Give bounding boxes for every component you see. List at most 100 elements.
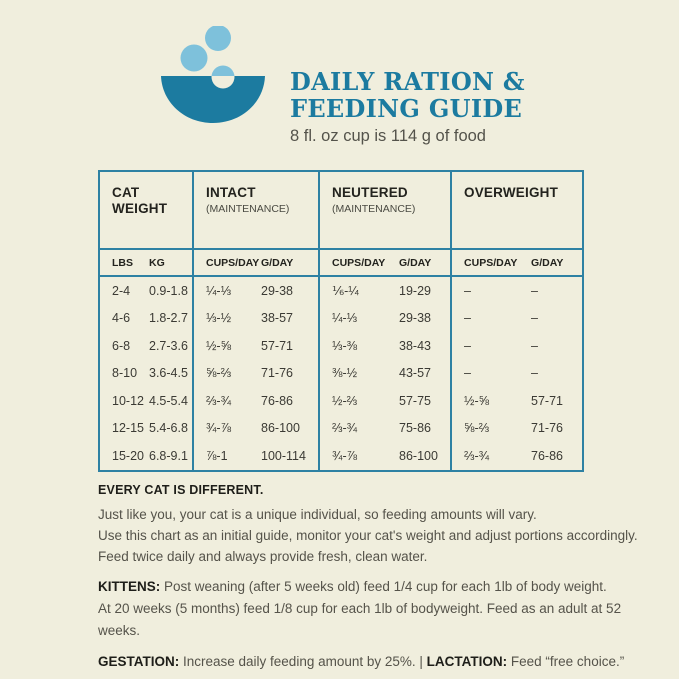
table-cell: 76-86 [261,393,293,408]
col-header-overweight-cups: CUPS/DAY [450,249,532,277]
table-cell: – [531,311,538,326]
table-cell: 12-15 [112,421,144,436]
table-cell: 8-10 [112,366,138,381]
table-cell: ½-⅔ [318,387,400,415]
table-row: 10-12 4.5-5.4 ⅔-¾ 76-86 ½-⅔ 57-75 ½-⅝ 57… [99,387,583,415]
col-header-neutered-grams: G/DAY [399,249,452,277]
table-cell: ¼-⅓ [192,276,261,305]
table-cell: 86-100 [261,421,300,436]
table-cell: – [450,359,532,387]
table-row: 8-10 3.6-4.5 ⅝-⅔ 71-76 ⅜-½ 43-57 – – [99,359,583,387]
table-cell: ½-⅝ [192,332,261,360]
gestation-text: Increase daily feeding amount by 25%. [179,654,420,669]
table-cell: – [450,304,532,332]
feeding-notes: EVERY CAT IS DIFFERENT. Just like you, y… [98,480,664,679]
table-cell: 71-76 [261,366,293,381]
table-cell: ⅙-¼ [318,276,400,305]
table-group-header-row: CAT WEIGHT INTACT (MAINTENANCE) NEUTERED… [99,171,584,250]
table-cell: 0.9-1.8 [149,283,188,298]
notes-line: Feed twice daily and always provide fres… [98,549,428,564]
table-cell: ¼-⅓ [318,304,400,332]
table-cell: 19-29 [399,283,431,298]
table-cell: ¾-⅞ [192,414,261,442]
table-cell: – [450,276,532,305]
page-title-line2: FEEDING GUIDE [290,94,523,123]
kittens-note: KITTENS: Post weaning (after 5 weeks old… [98,576,664,642]
table-cell: 3.6-4.5 [149,366,188,381]
table-cell: 4.5-5.4 [149,393,188,408]
table-cell: 4-6 [112,311,131,326]
table-cell: 76-86 [531,448,564,463]
lactation-label: LACTATION: [422,654,508,669]
table-cell: 10-12 [112,393,144,408]
table-cell: ⅔-¾ [318,414,400,442]
table-row: 2-4 0.9-1.8 ¼-⅓ 29-38 ⅙-¼ 19-29 – – [99,276,583,305]
table-row: 15-20 6.8-9.1 ⅞-1 100-114 ¾-⅞ 86-100 ⅔-¾… [99,442,583,471]
header: DAILY RATION & FEEDING GUIDE 8 fl. oz cu… [290,68,525,146]
table-cell: 38-43 [399,338,431,353]
cup-conversion-note: 8 fl. oz cup is 114 g of food [290,127,486,145]
column-group-intact: INTACT (MAINTENANCE) [191,171,320,250]
table-cell: 29-38 [261,283,293,298]
table-cell: 71-76 [531,421,564,436]
table-cell: ⅝-⅔ [450,414,532,442]
table-cell: ⅔-¾ [192,387,261,415]
page-title: DAILY RATION & FEEDING GUIDE [290,68,525,122]
table-cell: ⅞-1 [192,442,261,471]
notes-heading: EVERY CAT IS DIFFERENT. [98,483,264,497]
table-cell: – [531,366,538,381]
table-cell: ⅓-½ [192,304,261,332]
table-cell: 75-86 [399,421,431,436]
table-cell: 100-114 [261,448,306,463]
gestation-lactation-note: GESTATION: Increase daily feeding amount… [98,651,664,672]
col-header-neutered-cups: CUPS/DAY [318,249,400,277]
table-row: 12-15 5.4-6.8 ¾-⅞ 86-100 ⅔-¾ 75-86 ⅝-⅔ 7… [99,414,583,442]
col-header-lbs: LBS [99,249,149,277]
column-group-overweight: OVERWEIGHT [450,171,584,250]
separator: | [419,654,423,669]
table-cell: ⅝-⅔ [192,359,261,387]
table-cell: 2-4 [112,283,131,298]
gestation-label: GESTATION: [98,654,180,669]
table-cell: 1.8-2.7 [149,311,188,326]
col-header-overweight-grams: G/DAY [531,249,584,277]
table-cell: – [450,332,532,360]
feeding-table: CAT WEIGHT INTACT (MAINTENANCE) NEUTERED… [98,170,585,472]
table-cell: 86-100 [399,448,438,463]
column-group-cat-weight: CAT WEIGHT [99,171,193,250]
table-cell: ½-⅝ [450,387,532,415]
table-row: 4-6 1.8-2.7 ⅓-½ 38-57 ¼-⅓ 29-38 – – [99,304,583,332]
table-cell: 6-8 [112,338,131,353]
table-cell: 2.7-3.6 [149,338,188,353]
table-cell: ⅜-½ [318,359,400,387]
table-cell: 5.4-6.8 [149,421,188,436]
kittens-label: KITTENS: [98,579,161,594]
table-cell: ⅓-⅜ [318,332,400,360]
notes-line: Just like you, your cat is a unique indi… [98,507,537,522]
table-row: 6-8 2.7-3.6 ½-⅝ 57-71 ⅓-⅜ 38-43 – – [99,332,583,360]
column-group-neutered: NEUTERED (MAINTENANCE) [318,171,452,250]
page-title-line1: DAILY RATION & [290,67,525,96]
table-cell: – [531,338,538,353]
kittens-text2: At 20 weeks (5 months) feed 1/8 cup for … [98,601,622,638]
col-header-intact-cups: CUPS/DAY [192,249,261,277]
table-cell: 15-20 [112,448,144,463]
col-header-intact-grams: G/DAY [261,249,320,277]
table-cell: 57-71 [261,338,293,353]
table-cell: 29-38 [399,311,431,326]
table-cell: 6.8-9.1 [149,448,188,463]
table-subheader-row: LBS KG CUPS/DAY G/DAY CUPS/DAY G/DAY CUP… [99,249,584,277]
table-cell: 38-57 [261,311,293,326]
table-cell: ⅔-¾ [450,442,532,471]
table-cell: 43-57 [399,366,431,381]
col-header-kg: KG [149,249,193,277]
kittens-text: Post weaning (after 5 weeks old) feed 1/… [160,579,607,594]
table-cell: 57-75 [399,393,431,408]
table-cell: – [531,283,538,298]
food-bowl-with-bubbles-icon [158,25,268,126]
notes-line: Use this chart as an initial guide, moni… [98,528,638,543]
lactation-text: Feed “free choice.” [507,654,625,669]
table-cell: ¾-⅞ [318,442,400,471]
table-cell: 57-71 [531,393,564,408]
